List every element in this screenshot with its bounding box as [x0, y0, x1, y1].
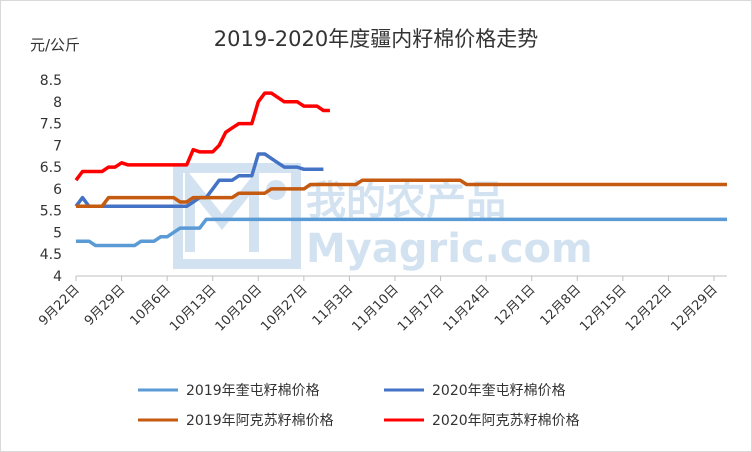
- watermark-site-text: Myagric.com: [306, 226, 593, 272]
- legend-item-aksu-2020: 2020年阿克苏籽棉价格: [384, 412, 580, 429]
- y-axis-unit-label: 元/公斤: [30, 36, 80, 54]
- legend-item-aksu-2019: 2019年阿克苏籽棉价格: [138, 412, 334, 429]
- y-tick-label: 7.5: [40, 117, 62, 133]
- y-tick-label: 5: [53, 225, 62, 241]
- series-line-0: [76, 217, 727, 248]
- series-lines: [74, 91, 727, 248]
- y-tick-label: 7: [53, 138, 62, 154]
- legend-label-aksu-2020: 2020年阿克苏籽棉价格: [432, 412, 580, 429]
- legend: 2019年奎屯籽棉价格 2020年奎屯籽棉价格 2019年阿克苏籽棉价格 202…: [138, 382, 580, 429]
- y-tick-label: 6: [53, 182, 62, 198]
- series-line-2: [76, 178, 727, 209]
- series-line-3: [74, 91, 330, 182]
- y-axis-ticks: 4 4.5 5 5.5 6 6.5 7 7.5 8 8.5: [40, 73, 62, 285]
- legend-label-kuitun-2019: 2019年奎屯籽棉价格: [186, 382, 320, 399]
- y-tick-label: 4.5: [40, 247, 62, 263]
- series-line-1: [74, 152, 324, 209]
- y-tick-label: 8: [53, 95, 62, 111]
- legend-label-kuitun-2020: 2020年奎屯籽棉价格: [432, 382, 566, 399]
- y-tick-label: 6.5: [40, 160, 62, 176]
- chart-title: 2019-2020年度疆内籽棉价格走势: [214, 27, 538, 51]
- legend-label-aksu-2019: 2019年阿克苏籽棉价格: [186, 412, 334, 429]
- y-tick-label: 8.5: [40, 73, 62, 89]
- y-tick-label: 5.5: [40, 204, 62, 220]
- watermark: 我的农产品 Myagric.com: [173, 163, 593, 272]
- legend-item-kuitun-2019: 2019年奎屯籽棉价格: [138, 382, 320, 399]
- y-tick-label: 4: [53, 269, 62, 285]
- legend-item-kuitun-2020: 2020年奎屯籽棉价格: [384, 382, 566, 399]
